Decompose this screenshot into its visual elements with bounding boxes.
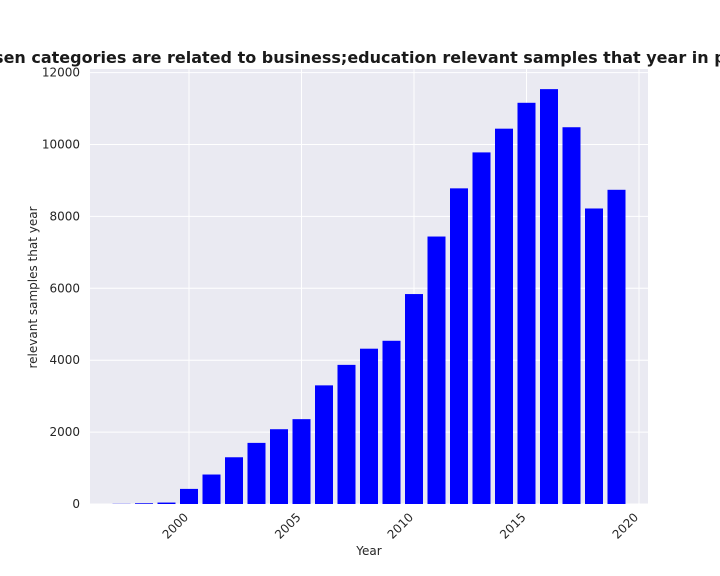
bar (382, 340, 401, 504)
x-tick-label: 2005 (272, 510, 303, 541)
bar (157, 502, 176, 504)
bar (315, 385, 333, 504)
bar (450, 188, 468, 504)
x-axis-ticks: 2000 2005 2010 2015 2020 (160, 510, 641, 541)
y-tick-label: 2000 (49, 425, 80, 439)
bar (427, 236, 446, 504)
y-tick-label: 8000 (49, 209, 80, 223)
bar (247, 442, 266, 504)
bar (540, 89, 558, 504)
bar (292, 419, 311, 504)
x-tick-label: 2020 (610, 510, 641, 541)
y-axis-ticks: 0 2000 4000 6000 8000 10000 12000 (42, 66, 80, 511)
bar (472, 152, 491, 504)
bar (202, 474, 221, 504)
bar (405, 294, 423, 504)
x-tick-label: 2000 (160, 510, 191, 541)
bar (180, 488, 198, 504)
bar (495, 128, 513, 505)
bar (270, 429, 288, 504)
y-tick-label: 10000 (42, 137, 80, 151)
y-tick-label: 6000 (49, 281, 80, 295)
bar (225, 457, 243, 504)
chart-title: Number of samples that chosen categories… (0, 48, 720, 67)
x-tick-label: 2010 (385, 510, 416, 541)
bar (360, 348, 378, 504)
bar (135, 503, 153, 504)
bar (517, 102, 536, 504)
bar (562, 127, 581, 504)
bar (585, 208, 603, 504)
x-axis-label: Year (355, 544, 381, 558)
y-tick-label: 0 (72, 497, 80, 511)
y-tick-label: 4000 (49, 353, 80, 367)
y-tick-label: 12000 (42, 66, 80, 80)
bar (337, 364, 356, 504)
bar (607, 189, 626, 504)
bars (112, 89, 626, 505)
y-axis-label: relevant samples that year (26, 206, 40, 368)
x-tick-label: 2015 (497, 510, 528, 541)
